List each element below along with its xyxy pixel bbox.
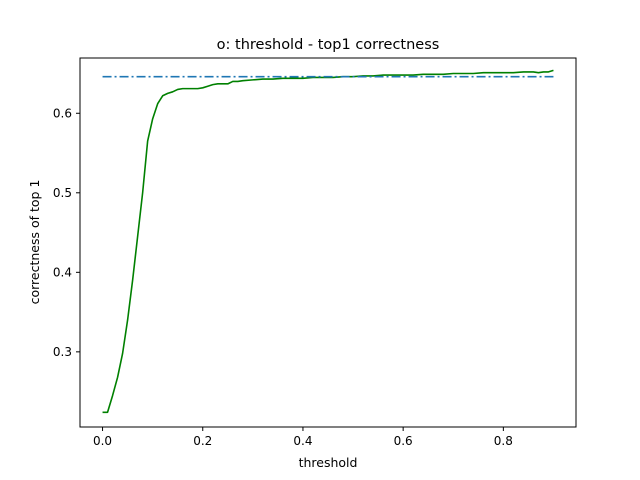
y-tick-label: 0.4 <box>53 265 72 279</box>
plot-frame <box>79 57 577 428</box>
x-tick-label: 0.2 <box>193 434 212 448</box>
x-tick-label: 0.4 <box>293 434 312 448</box>
y-axis: 0.3 0.4 0.5 0.6 <box>53 106 80 359</box>
correctness-line <box>102 69 554 414</box>
y-tick-label: 0.6 <box>53 106 72 120</box>
y-tick-label: 0.5 <box>53 186 72 200</box>
y-axis-label: correctness of top 1 <box>27 180 42 305</box>
x-tick-label: 0.6 <box>394 434 413 448</box>
chart-title: o: threshold - top1 correctness <box>217 37 440 53</box>
x-axis-label: threshold <box>299 455 358 470</box>
x-axis: 0.0 0.2 0.4 0.6 0.8 <box>93 427 513 448</box>
plot-area <box>102 69 554 414</box>
x-tick-label: 0.0 <box>93 434 112 448</box>
x-tick-label: 0.8 <box>494 434 513 448</box>
y-tick-label: 0.3 <box>53 345 72 359</box>
